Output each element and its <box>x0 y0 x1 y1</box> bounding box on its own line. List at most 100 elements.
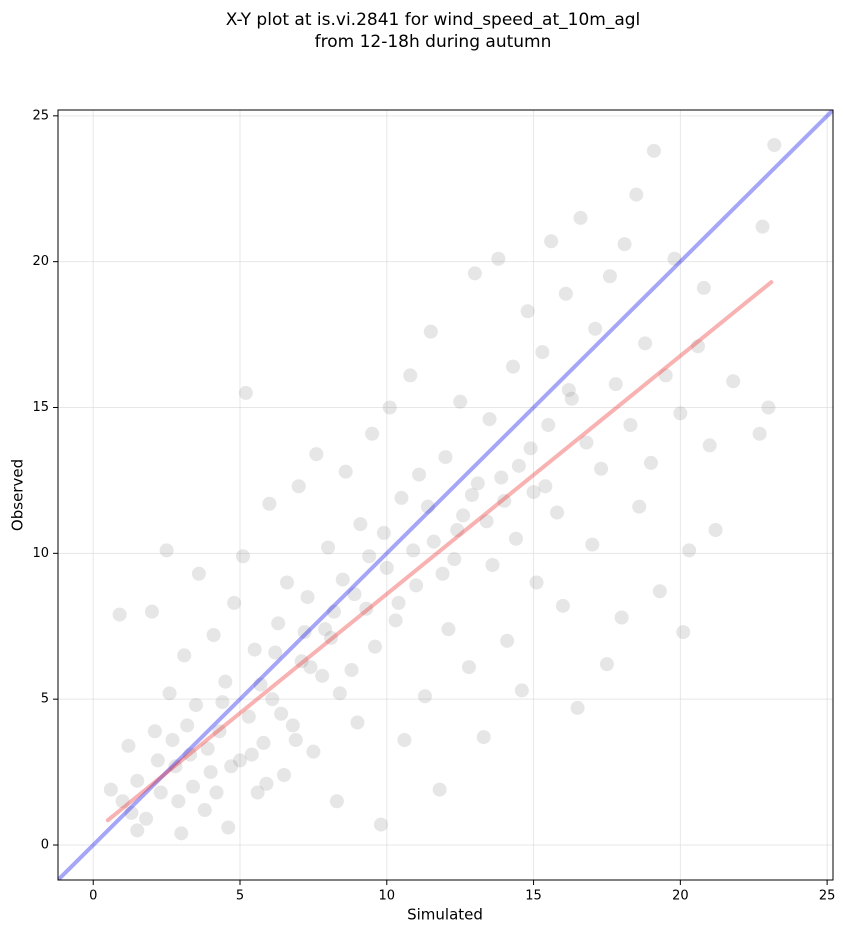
point <box>403 368 418 383</box>
point <box>514 683 529 698</box>
point <box>702 438 717 453</box>
point <box>652 584 667 599</box>
plot-frame <box>57 109 834 881</box>
point <box>388 613 403 628</box>
point <box>726 374 741 389</box>
point <box>529 575 544 590</box>
point <box>265 692 280 707</box>
point <box>497 493 512 508</box>
point <box>614 610 629 625</box>
point <box>368 639 383 654</box>
point <box>453 394 468 409</box>
point <box>406 543 421 558</box>
point <box>183 747 198 762</box>
point <box>288 733 303 747</box>
point <box>247 642 262 657</box>
x-tick-label: 0 <box>89 889 97 904</box>
point <box>168 759 183 774</box>
point <box>335 572 350 587</box>
point <box>646 143 661 158</box>
point <box>212 724 227 739</box>
point <box>350 715 365 730</box>
point <box>365 426 380 441</box>
point <box>297 625 312 640</box>
point <box>321 540 336 555</box>
grid <box>58 110 833 880</box>
point <box>555 598 570 613</box>
point <box>224 759 239 774</box>
point <box>541 418 556 432</box>
point <box>153 785 168 800</box>
fit-line <box>105 280 774 823</box>
point <box>103 782 118 797</box>
point <box>209 785 224 800</box>
point <box>696 280 711 295</box>
point <box>303 660 318 675</box>
point <box>394 490 409 505</box>
point <box>682 543 697 558</box>
point <box>511 458 526 473</box>
point <box>177 648 192 663</box>
point <box>359 601 374 616</box>
point <box>324 630 339 645</box>
point <box>221 820 236 835</box>
ticks: 0 5 10 15 20 25 0 5 10 15 20 25 <box>32 108 835 903</box>
point <box>318 622 333 637</box>
point <box>690 339 705 354</box>
point <box>188 698 203 712</box>
point <box>761 400 776 415</box>
point <box>508 531 523 546</box>
point <box>573 210 588 225</box>
point <box>579 435 594 450</box>
point <box>274 706 289 721</box>
point <box>447 552 462 567</box>
point <box>432 782 447 797</box>
point <box>494 470 509 485</box>
y-tick-label: 15 <box>32 400 49 415</box>
point <box>441 622 456 637</box>
x-tick-label: 5 <box>236 889 244 904</box>
point <box>544 234 559 249</box>
point <box>294 654 309 669</box>
point <box>253 677 268 692</box>
point <box>491 251 506 266</box>
point <box>461 660 476 675</box>
x-tick-label: 10 <box>379 889 396 904</box>
point <box>227 595 242 610</box>
y-tick-label: 0 <box>41 838 49 853</box>
point <box>180 718 195 733</box>
point <box>347 587 362 602</box>
point <box>285 718 300 733</box>
point <box>338 464 353 479</box>
point <box>570 700 585 715</box>
point <box>379 560 394 575</box>
x-tick-label: 25 <box>819 889 836 904</box>
point <box>550 505 565 520</box>
point <box>259 776 274 791</box>
point <box>121 738 136 753</box>
point <box>279 575 294 590</box>
point <box>139 811 154 826</box>
point <box>235 549 250 564</box>
point <box>467 266 482 281</box>
y-axis-label: Observed <box>9 459 27 531</box>
point <box>174 826 189 841</box>
point <box>112 607 127 622</box>
point <box>244 747 259 762</box>
x-tick-label: 20 <box>672 889 689 904</box>
y-tick-label: 5 <box>41 692 49 707</box>
point <box>617 237 632 252</box>
point <box>594 461 609 476</box>
lines <box>58 110 833 880</box>
point <box>344 663 359 677</box>
point <box>599 657 614 672</box>
point <box>115 794 130 809</box>
point <box>535 345 550 360</box>
point <box>558 286 573 301</box>
point <box>306 744 321 759</box>
point <box>752 426 767 441</box>
point <box>277 768 292 782</box>
point <box>300 590 315 605</box>
point <box>315 668 330 683</box>
